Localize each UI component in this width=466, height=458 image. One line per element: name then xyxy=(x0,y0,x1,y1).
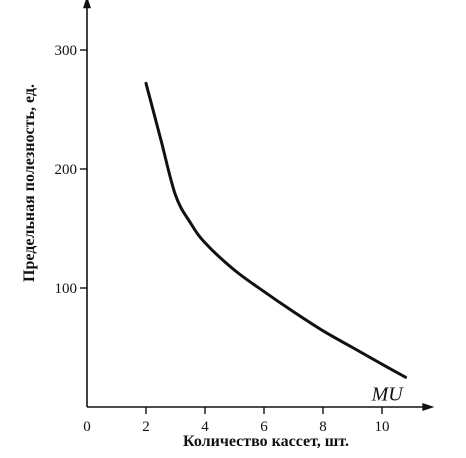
y-tick-label: 100 xyxy=(55,281,78,297)
y-axis-arrow xyxy=(83,0,91,9)
x-tick-label: 8 xyxy=(319,419,327,435)
ticks: 0 2 4 6 8 10 100 200 300 xyxy=(55,43,390,435)
y-axis-title: Предельная полезность, ед. xyxy=(21,84,38,282)
y-tick-label: 200 xyxy=(55,162,78,178)
series-line xyxy=(144,81,408,379)
x-tick-label: 0 xyxy=(83,419,91,435)
curves: MU xyxy=(144,81,408,405)
x-axis-arrow xyxy=(422,403,435,411)
x-tick-label: 10 xyxy=(375,419,390,435)
y-tick-label: 300 xyxy=(55,43,78,59)
axes xyxy=(83,0,435,411)
x-axis-title: Количество кассет, шт. xyxy=(183,433,349,450)
x-tick-label: 6 xyxy=(260,419,268,435)
series-label: MU xyxy=(371,383,405,405)
x-tick-label: 2 xyxy=(142,419,150,435)
x-tick-label: 4 xyxy=(201,419,209,435)
